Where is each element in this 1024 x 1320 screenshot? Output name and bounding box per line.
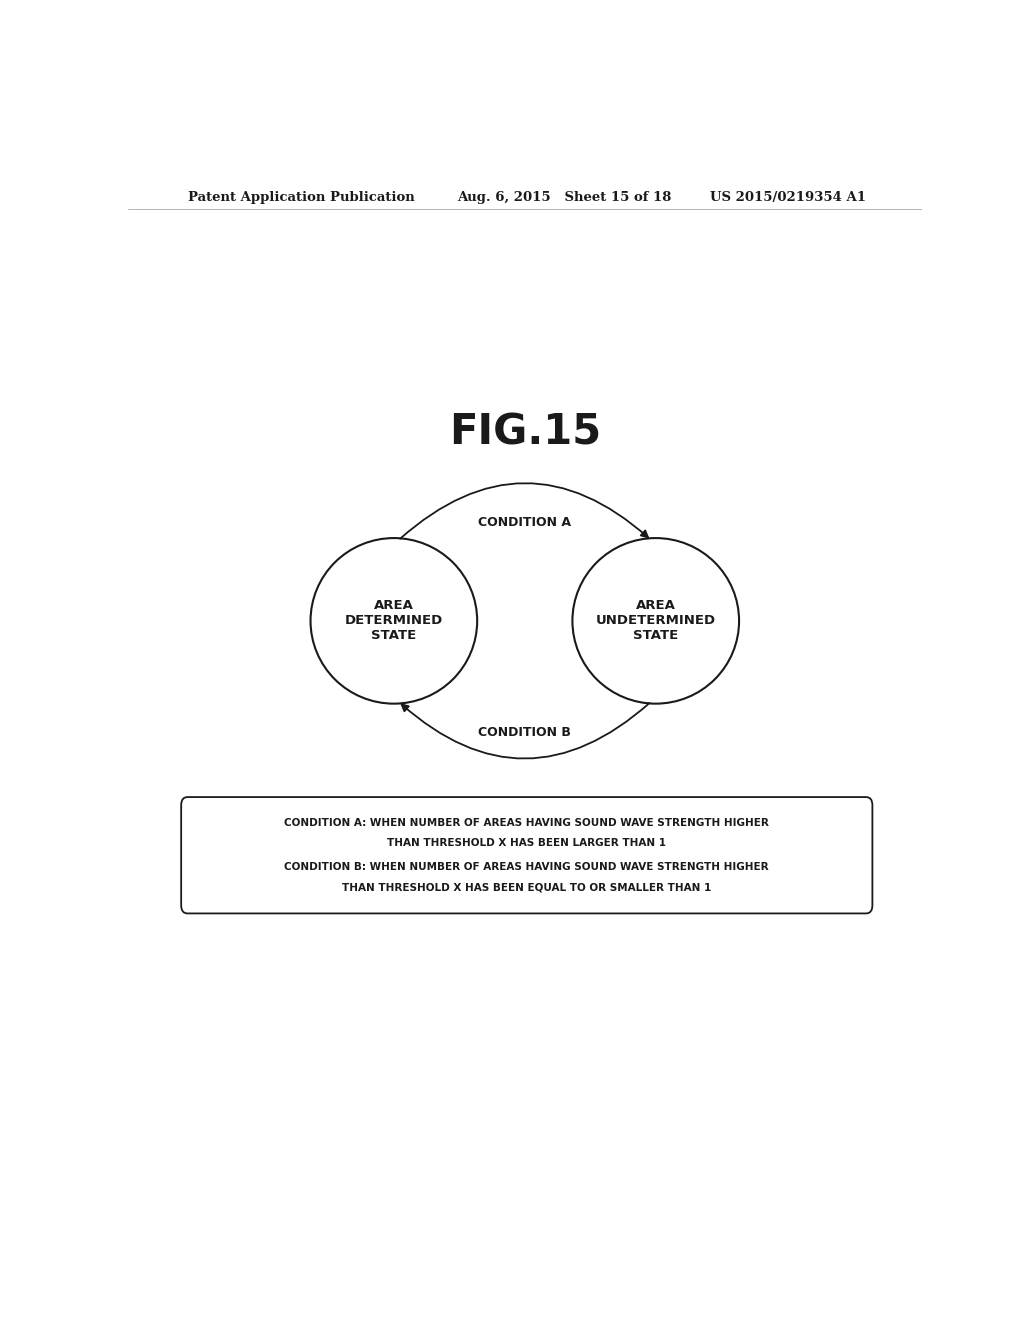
Text: CONDITION B: WHEN NUMBER OF AREAS HAVING SOUND WAVE STRENGTH HIGHER: CONDITION B: WHEN NUMBER OF AREAS HAVING… — [285, 862, 769, 873]
Text: CONDITION A: CONDITION A — [478, 516, 571, 529]
FancyBboxPatch shape — [181, 797, 872, 913]
Text: THAN THRESHOLD X HAS BEEN LARGER THAN 1: THAN THRESHOLD X HAS BEEN LARGER THAN 1 — [387, 838, 667, 849]
Text: CONDITION A: WHEN NUMBER OF AREAS HAVING SOUND WAVE STRENGTH HIGHER: CONDITION A: WHEN NUMBER OF AREAS HAVING… — [285, 818, 769, 828]
Text: THAN THRESHOLD X HAS BEEN EQUAL TO OR SMALLER THAN 1: THAN THRESHOLD X HAS BEEN EQUAL TO OR SM… — [342, 882, 712, 892]
Text: AREA
UNDETERMINED
STATE: AREA UNDETERMINED STATE — [596, 599, 716, 643]
Text: AREA
DETERMINED
STATE: AREA DETERMINED STATE — [345, 599, 443, 643]
Text: CONDITION B: CONDITION B — [478, 726, 571, 739]
Ellipse shape — [310, 539, 477, 704]
Text: US 2015/0219354 A1: US 2015/0219354 A1 — [710, 190, 866, 203]
Text: FIG.15: FIG.15 — [449, 412, 601, 454]
Text: Aug. 6, 2015   Sheet 15 of 18: Aug. 6, 2015 Sheet 15 of 18 — [458, 190, 672, 203]
Ellipse shape — [572, 539, 739, 704]
Text: Patent Application Publication: Patent Application Publication — [187, 190, 415, 203]
